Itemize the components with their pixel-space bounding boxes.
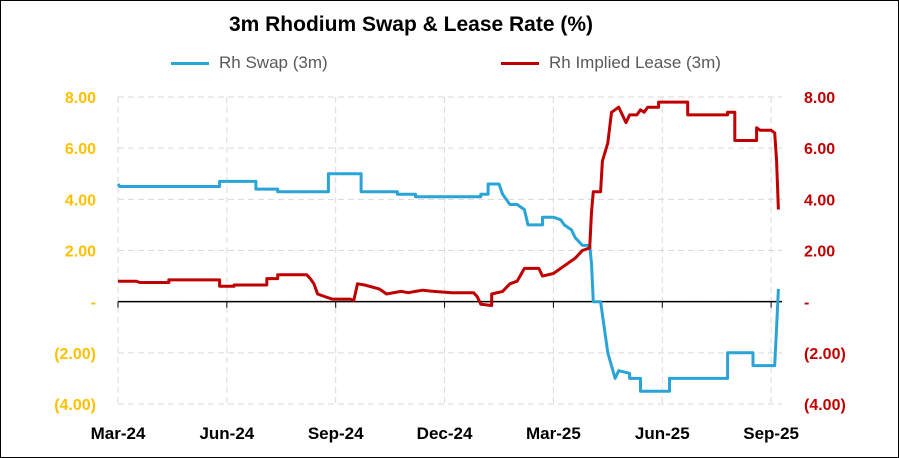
gridlines (117, 96, 782, 405)
y-right-tick-3: 2.00 (804, 244, 835, 261)
y-axis-left-labels: 8.00 6.00 4.00 2.00 - (2.00) (4.00) (54, 90, 96, 414)
y-left-tick-0: 8.00 (65, 90, 96, 107)
x-tick-1: Jun-24 (199, 424, 254, 443)
y-right-tick-4: - (804, 295, 809, 312)
x-tick-0: Mar-24 (91, 424, 146, 443)
x-tick-3: Dec-24 (417, 424, 473, 443)
y-right-tick-1: 6.00 (804, 141, 835, 158)
y-right-tick-0: 8.00 (804, 90, 835, 107)
chart-title: 3m Rhodium Swap & Lease Rate (%) (228, 13, 594, 36)
x-tick-6: Sep-25 (743, 424, 799, 443)
legend-swatch-swap (171, 62, 209, 66)
x-tick-5: Jun-25 (635, 424, 690, 443)
y-right-tick-2: 4.00 (804, 192, 835, 209)
legend-label-lease: Rh Implied Lease (3m) (549, 53, 721, 72)
y-left-tick-2: 4.00 (65, 192, 96, 209)
y-left-tick-5: (2.00) (54, 346, 96, 363)
y-right-tick-6: (4.00) (804, 397, 846, 414)
y-left-tick-6: (4.00) (54, 397, 96, 414)
x-axis-labels: Mar-24 Jun-24 Sep-24 Dec-24 Mar-25 Jun-2… (91, 424, 799, 443)
x-tick-2: Sep-24 (308, 424, 364, 443)
y-left-tick-4: - (91, 295, 96, 312)
y-right-tick-5: (2.00) (804, 346, 846, 363)
y-left-tick-3: 2.00 (65, 244, 96, 261)
legend-item-swap: Rh Swap (3m) (171, 53, 328, 73)
y-axis-right-labels: 8.00 6.00 4.00 2.00 - (2.00) (4.00) (804, 90, 846, 414)
y-left-tick-1: 6.00 (65, 141, 96, 158)
x-tick-4: Mar-25 (526, 424, 581, 443)
legend-label-swap: Rh Swap (3m) (219, 53, 328, 72)
legend-item-lease: Rh Implied Lease (3m) (501, 53, 721, 73)
series-line-rh-swap (116, 172, 780, 393)
x-axis-ticks (117, 301, 772, 308)
legend-swatch-lease (501, 62, 539, 66)
series-line-rh-implied-lease (118, 100, 780, 307)
